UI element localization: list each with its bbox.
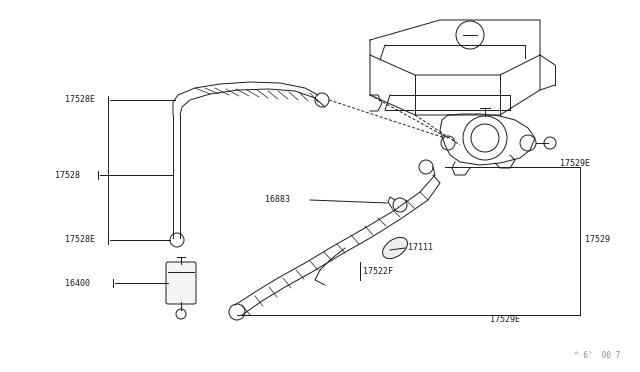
- Text: 17528: 17528: [55, 170, 80, 180]
- Text: 17529E: 17529E: [560, 158, 590, 167]
- Text: ^ 6'  00 7: ^ 6' 00 7: [573, 351, 620, 360]
- Text: 17529E: 17529E: [490, 315, 520, 324]
- Text: 17529: 17529: [585, 235, 610, 244]
- Text: 17528E: 17528E: [65, 96, 95, 105]
- Text: 17522F: 17522F: [363, 267, 393, 276]
- Text: 16883: 16883: [265, 196, 290, 205]
- Text: 17528E: 17528E: [65, 235, 95, 244]
- Ellipse shape: [383, 237, 408, 259]
- Text: 17111: 17111: [408, 244, 433, 253]
- Text: 16400: 16400: [65, 279, 90, 288]
- FancyBboxPatch shape: [166, 262, 196, 304]
